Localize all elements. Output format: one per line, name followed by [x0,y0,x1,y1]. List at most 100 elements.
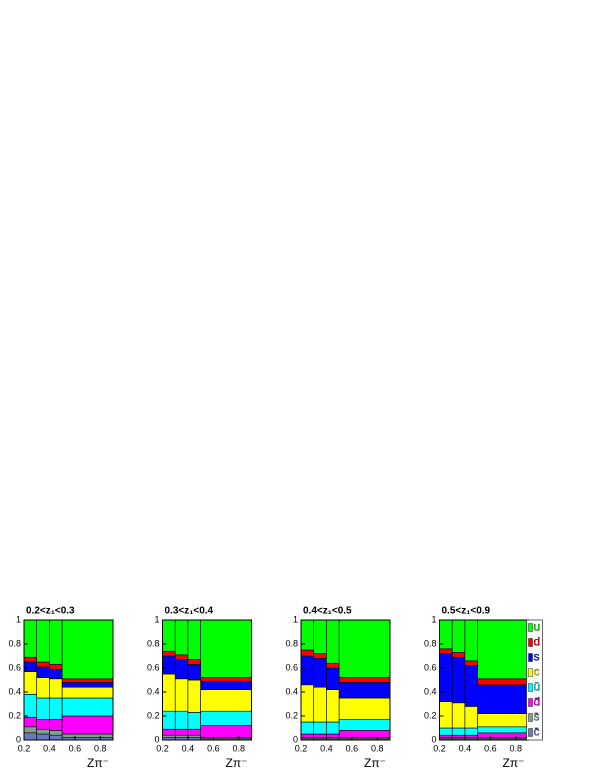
legend-box [526,619,543,741]
bar-segment [49,719,63,731]
bar-segment [36,666,50,678]
bar-segment [326,733,340,738]
bar-segment [200,689,252,712]
bar-segment [61,678,114,683]
bar-segment [187,679,201,713]
legend-label: s̄ [534,710,540,724]
x-tick-label: 0.6 [484,743,497,753]
legend-swatch [528,638,533,647]
x-tick-label: 0.4 [43,743,56,753]
bar-segment [36,728,50,735]
bar-segment [61,733,114,738]
bar-segment [187,728,201,736]
bar-segment [464,706,478,729]
x-tick-label: 0.8 [510,743,523,753]
bar-segment [477,713,529,728]
bar-segment [162,619,176,652]
bar-segment [61,686,114,699]
y-tick-label: 0.6 [424,662,437,672]
y-tick-label: 1 [431,614,436,624]
x-tick-label: 0.2 [433,743,446,753]
bar-segment [200,725,252,738]
bar-segment [451,734,466,738]
bar-segment [49,734,63,741]
bar-segment [477,726,529,734]
y-tick-label: 0.2 [8,710,21,720]
y-tick-label: 0.4 [8,686,21,696]
bar-segment [187,712,201,730]
legend-swatch [528,653,533,662]
bar-segment [451,652,466,658]
bar-segment [49,678,63,699]
legend-label: d [534,635,541,649]
y-tick-label: 0.8 [8,638,21,648]
bar-segment [23,671,38,695]
bar-segment [174,619,189,656]
legend-swatch [528,683,533,692]
bar-segment [23,726,38,734]
chart-title: 0.3<z₁<0.4 [165,606,214,617]
bar-segment [162,710,176,730]
bar-segment [187,659,201,665]
chart-title: 0.4<z₁<0.5 [303,606,352,617]
bar-segment [300,619,315,651]
bar-segment [439,727,453,736]
y-tick-label: 0.8 [424,638,437,648]
bar-segment [162,673,176,712]
bar-segment [477,684,529,714]
bar-segment [61,619,114,680]
bar-segment [477,678,529,686]
bar-segment [338,619,391,678]
bar-segment [313,653,327,659]
x-tick-label: 0.2 [156,743,169,753]
bar-segment [23,694,38,718]
bar-segment [23,619,38,658]
y-tick-label: 0.2 [147,710,160,720]
plot-frame [300,619,391,741]
bar-segment [439,653,453,702]
bar-segment [174,728,189,736]
bar-segment [23,656,38,663]
chart-title: 0.2<z₁<0.3 [26,606,75,617]
bar-segment [451,702,466,729]
y-tick-label: 0 [154,734,159,744]
y-tick-label: 0.2 [285,710,298,720]
bar-segment [49,697,63,720]
bar-segment [439,734,453,738]
y-tick-label: 0.6 [8,662,21,672]
y-tick-label: 0.4 [424,686,437,696]
x-tick-label: 0.8 [233,743,246,753]
x-axis-label: Zπ⁻ [226,756,248,770]
legend-swatch [528,698,533,707]
bar-segment [49,664,63,670]
bar-segment [451,619,466,653]
bar-segment [326,721,340,735]
bar-segment [61,697,114,717]
x-axis-label: Zπ⁻ [87,756,109,770]
bar-segment [338,682,391,699]
y-tick-label: 0.6 [285,662,298,672]
y-tick-label: 0.2 [424,710,437,720]
bar-segment [49,619,63,665]
bar-segment [36,677,50,699]
y-tick-label: 0.8 [285,638,298,648]
bar-segment [313,686,327,723]
bar-segment [49,730,63,736]
bar-segment [338,730,391,738]
bar-segment [61,682,114,688]
bar-segment [439,701,453,729]
bar-segment [439,648,453,654]
bar-segment [174,734,189,738]
x-tick-label: 0.2 [295,743,308,753]
y-tick-label: 1 [16,614,21,624]
bar-segment [36,661,50,668]
x-tick-label: 0.8 [371,743,384,753]
bar-segment [200,680,252,690]
x-tick-label: 0.2 [18,743,31,753]
bar-segment [300,721,315,735]
legend-label: c [534,665,540,679]
x-tick-label: 0.6 [346,743,359,753]
x-tick-label: 0.4 [182,743,195,753]
